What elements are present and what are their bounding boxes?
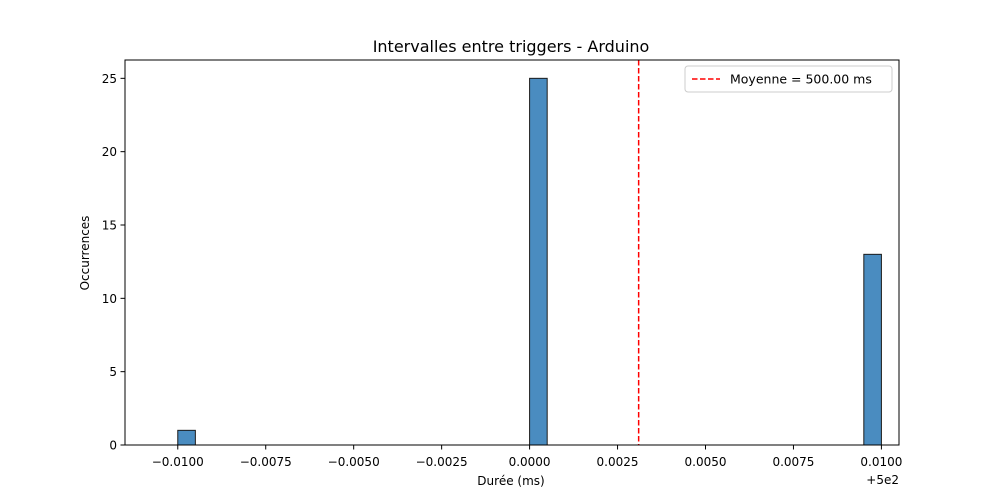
x-axis: −0.0100 −0.0075 −0.0050 −0.0025 0.0000 0.0025… (152, 445, 902, 469)
x-tick-label-6: 0.0050 (685, 455, 727, 469)
legend-box (684, 65, 893, 93)
x-axis-label: Durée (ms) (477, 474, 544, 488)
histogram-bar-2 (863, 253, 882, 446)
y-axis: 0 5 10 15 20 25 (102, 72, 125, 453)
x-axis-offset-label: +5e2 (866, 473, 899, 487)
y-axis-label: Occurrences (78, 216, 92, 291)
x-tick-label-1: −0.0075 (240, 455, 292, 469)
plot-frame (124, 59, 900, 446)
x-tick-label-3: −0.0025 (416, 455, 468, 469)
y-tick-label-2: 10 (102, 292, 117, 306)
x-tick-label-8: 0.0100 (860, 455, 902, 469)
chart-title: Intervalles entre triggers - Arduino (373, 37, 650, 56)
y-tick-label-4: 20 (102, 145, 117, 159)
histogram-bar-1 (529, 77, 548, 446)
bars-layer (177, 77, 882, 446)
y-tick-label-0: 0 (109, 439, 117, 453)
x-tick-label-2: −0.0050 (328, 455, 380, 469)
x-tick-label-7: 0.0075 (772, 455, 814, 469)
y-tick-label-1: 5 (109, 365, 117, 379)
histogram-bar-0 (177, 429, 196, 446)
x-tick-label-4: 0.0000 (509, 455, 551, 469)
legend: Moyenne = 500.00 ms (684, 65, 893, 93)
y-tick-label-3: 15 (102, 219, 117, 233)
legend-mean-label: Moyenne = 500.00 ms (730, 72, 872, 87)
y-tick-label-5: 25 (102, 72, 117, 86)
x-tick-label-5: 0.0025 (597, 455, 639, 469)
x-tick-label-0: −0.0100 (152, 455, 204, 469)
